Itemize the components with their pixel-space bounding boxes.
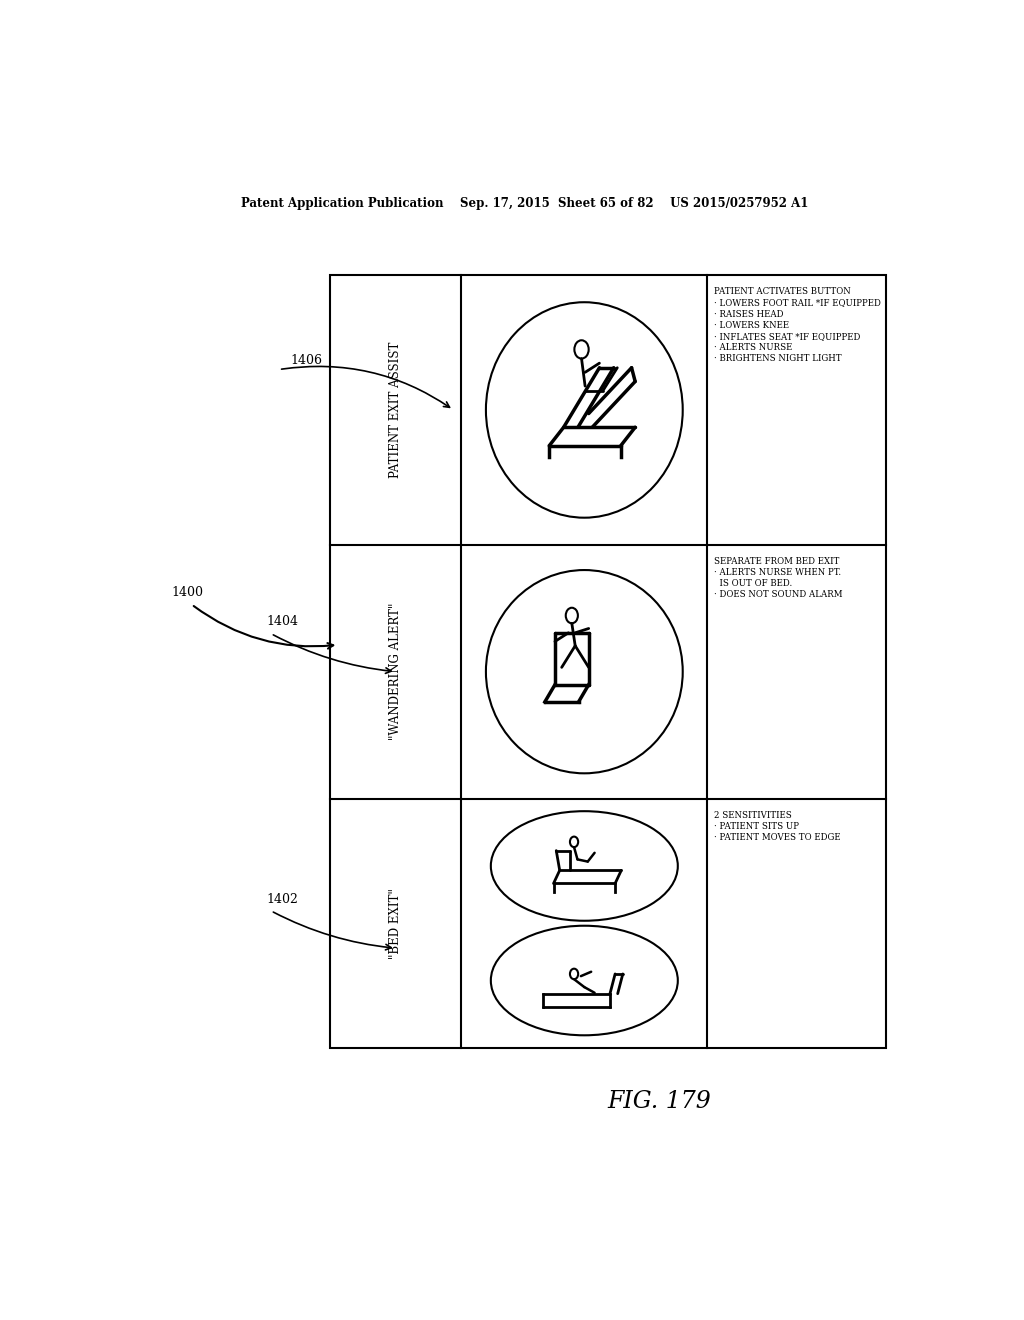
Text: FIG. 179: FIG. 179 [608, 1090, 712, 1113]
Text: 1406: 1406 [291, 354, 323, 367]
Text: 1402: 1402 [267, 892, 299, 906]
Text: PATIENT EXIT ASSIST: PATIENT EXIT ASSIST [389, 342, 402, 478]
Text: Patent Application Publication    Sep. 17, 2015  Sheet 65 of 82    US 2015/02579: Patent Application Publication Sep. 17, … [241, 197, 809, 210]
Text: 1404: 1404 [266, 615, 299, 628]
Text: PATIENT ACTIVATES BUTTON
· LOWERS FOOT RAIL *IF EQUIPPED
· RAISES HEAD
· LOWERS : PATIENT ACTIVATES BUTTON · LOWERS FOOT R… [714, 288, 881, 363]
Text: 1400: 1400 [171, 586, 204, 599]
Text: SEPARATE FROM BED EXIT
· ALERTS NURSE WHEN PT.
  IS OUT OF BED.
· DOES NOT SOUND: SEPARATE FROM BED EXIT · ALERTS NURSE WH… [714, 557, 842, 599]
Text: "BED EXIT": "BED EXIT" [389, 888, 402, 958]
Text: "WANDERING ALERT": "WANDERING ALERT" [389, 603, 402, 741]
Bar [331, 276, 886, 1048]
Text: 2 SENSITIVITIES
· PATIENT SITS UP
· PATIENT MOVES TO EDGE: 2 SENSITIVITIES · PATIENT SITS UP · PATI… [714, 810, 841, 842]
